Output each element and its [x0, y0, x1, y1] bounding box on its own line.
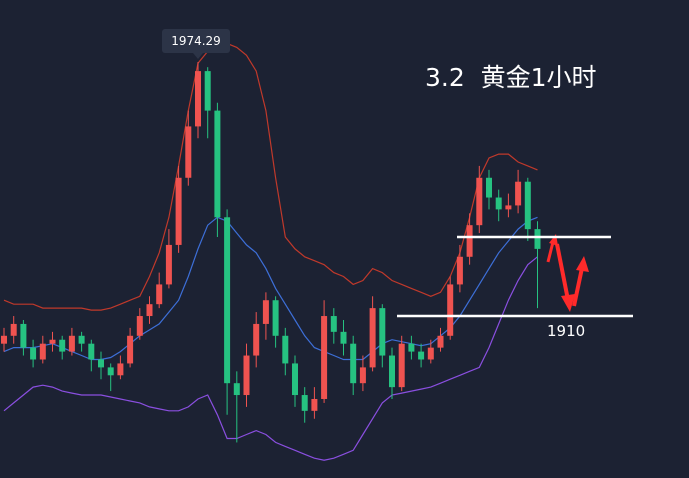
arrow [555, 243, 570, 301]
candle-body [476, 177, 483, 226]
candle-body [107, 367, 114, 376]
candle-body [78, 335, 85, 344]
candle-body [88, 343, 95, 360]
candle-body [1, 335, 7, 344]
candle-body [224, 217, 231, 384]
candle-body [233, 383, 240, 396]
candle-body [427, 347, 434, 360]
candle-body [389, 355, 395, 388]
band-line [3, 256, 538, 461]
candle-body [282, 335, 289, 364]
candle-body [495, 197, 502, 210]
candle-body [301, 395, 308, 411]
candle-body [515, 181, 522, 206]
candle-body [30, 347, 37, 360]
candle-body [418, 351, 425, 360]
candle-body [127, 335, 134, 364]
candle-body [214, 110, 221, 218]
candle-body [398, 343, 405, 388]
candle-body [408, 343, 415, 352]
arrow [572, 267, 584, 307]
candle-body [165, 244, 172, 285]
candle-body [156, 284, 163, 305]
candle-body [49, 339, 56, 344]
candle-body [330, 316, 337, 332]
candle-body [204, 71, 211, 111]
candle-body [195, 71, 201, 127]
peak-tooltip-pointer [193, 53, 203, 60]
candle-body [350, 343, 357, 384]
plot-area [1, 42, 541, 461]
candle-body [466, 225, 473, 257]
candle-body [185, 126, 192, 178]
level-label: 1910 [547, 322, 585, 340]
candle-body [262, 300, 269, 324]
candle-body [39, 343, 46, 360]
candle-body [534, 229, 541, 249]
candle-body [253, 323, 260, 356]
arrow [546, 241, 555, 263]
candle-body [359, 367, 366, 384]
candle-body [505, 205, 512, 210]
candle-body [68, 335, 75, 352]
candle-body [272, 300, 279, 336]
candle-body [292, 363, 298, 396]
candle-body [10, 323, 17, 336]
candle-body [20, 323, 27, 348]
peak-label: 1974.29 [171, 34, 221, 48]
candle-body [321, 316, 328, 399]
candle-body [59, 339, 66, 352]
chart-title: 3.2 黄金1小时 [425, 63, 597, 92]
candle-body [340, 331, 347, 344]
candle-body [379, 308, 386, 356]
arrow-head [561, 294, 575, 312]
candle-body [447, 284, 454, 336]
candle-body [524, 181, 531, 230]
peak-tooltip-box [162, 29, 230, 54]
candle-body [136, 316, 143, 336]
arrow-head [576, 256, 589, 272]
candle-body [486, 177, 492, 198]
candle-body [175, 177, 182, 245]
candle-body [146, 304, 153, 317]
band-line [3, 42, 538, 311]
candle-body [437, 335, 444, 348]
candle-body [456, 256, 463, 285]
candle-body [117, 363, 124, 376]
arrows [546, 234, 589, 312]
candle-body [311, 398, 318, 411]
candle-body [98, 359, 104, 368]
candle-body [243, 355, 250, 396]
candle-body [369, 308, 376, 368]
